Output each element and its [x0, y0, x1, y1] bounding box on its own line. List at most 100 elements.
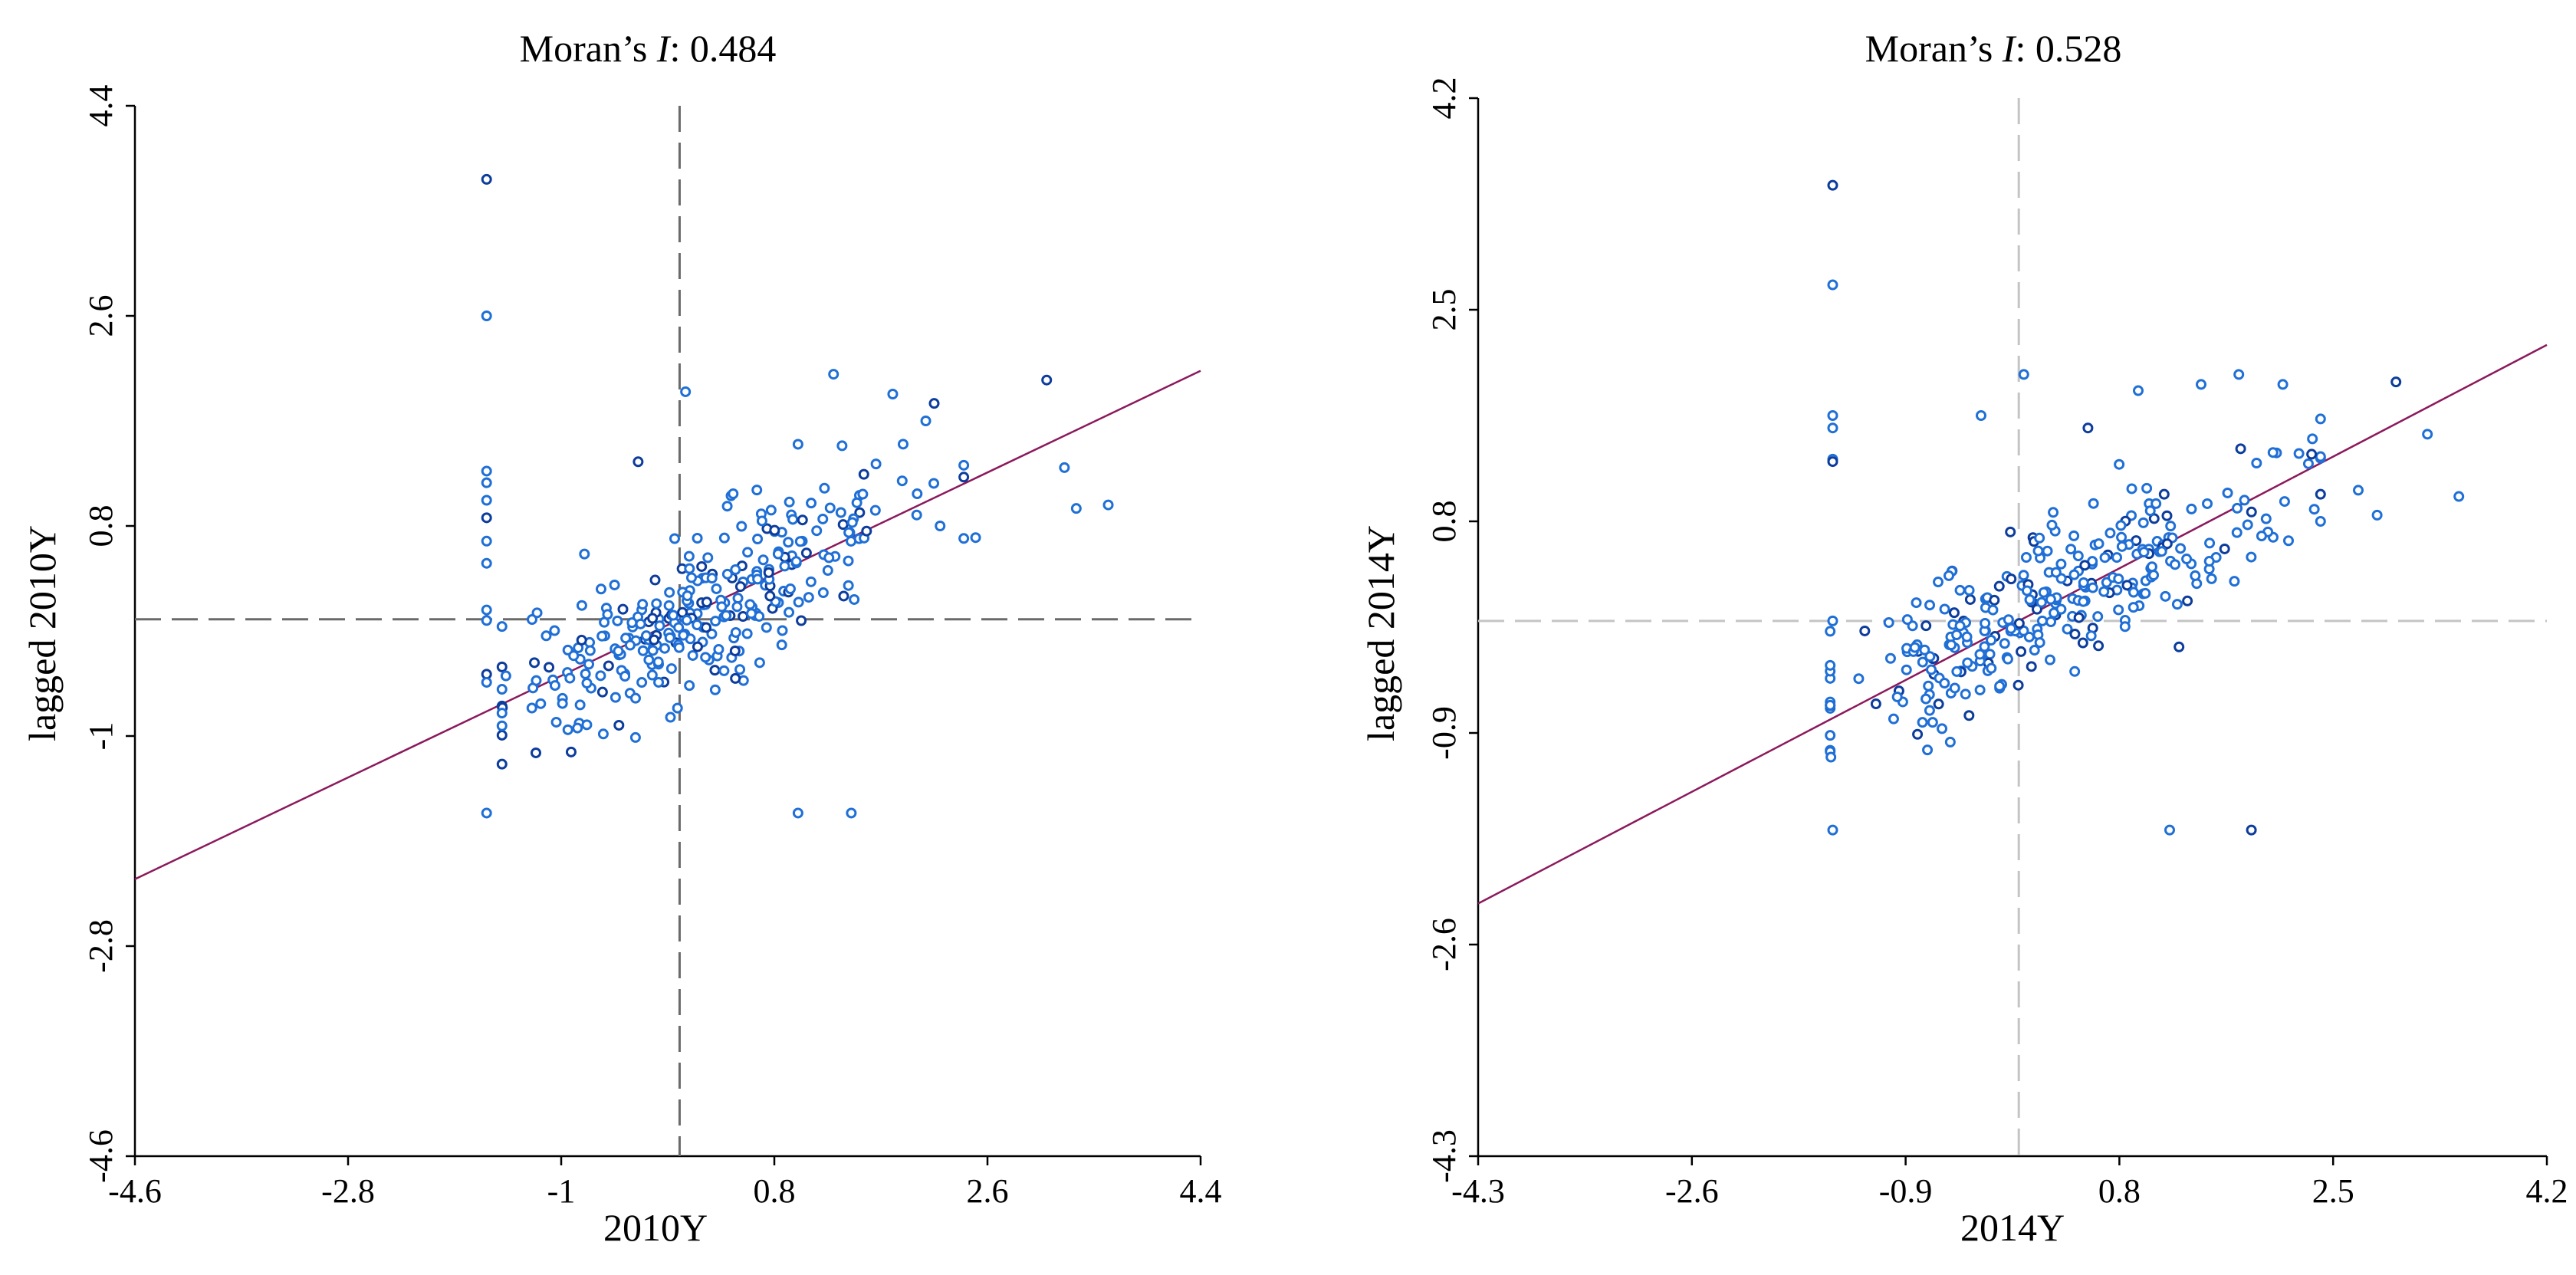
data-point — [1946, 639, 1957, 651]
data-point — [1993, 580, 2005, 592]
data-point — [574, 699, 586, 711]
data-point — [2256, 531, 2267, 542]
data-point — [710, 616, 721, 627]
data-point — [702, 552, 714, 564]
data-point — [680, 386, 692, 397]
data-point — [2036, 596, 2047, 608]
data-point — [2260, 513, 2272, 524]
data-point — [2050, 567, 2062, 578]
y-tick-label: 4.2 — [1425, 77, 1463, 120]
data-point — [2156, 546, 2167, 557]
data-point — [663, 600, 675, 611]
data-point — [1041, 374, 1053, 386]
data-point — [2196, 379, 2206, 390]
data-point — [1939, 603, 1950, 615]
data-point — [1960, 688, 1971, 700]
data-point — [668, 610, 679, 621]
data-point — [682, 590, 693, 602]
data-point — [843, 527, 855, 538]
data-point — [779, 560, 790, 572]
data-point — [2158, 488, 2170, 500]
data-point — [843, 580, 854, 591]
data-point — [481, 615, 492, 626]
data-point — [1922, 744, 1934, 756]
x-axis-label-right: 2014Y — [1960, 1206, 2065, 1249]
y-tick-label: 4.4 — [82, 85, 120, 127]
data-point — [481, 173, 492, 185]
data-point — [2013, 679, 2024, 691]
data-point — [626, 617, 638, 629]
x-axis-label-left: 2010Y — [603, 1206, 708, 1249]
data-point — [2246, 824, 2257, 836]
data-point — [647, 613, 659, 624]
data-point — [1933, 577, 1944, 588]
data-point — [1979, 641, 1990, 652]
data-point — [1901, 664, 1912, 675]
data-point — [2034, 637, 2045, 649]
data-point — [612, 615, 623, 626]
data-point — [701, 622, 712, 633]
data-point — [1943, 570, 1954, 581]
data-point — [1884, 652, 1896, 664]
data-point — [500, 670, 511, 682]
data-point — [481, 604, 492, 616]
data-point — [535, 698, 547, 709]
data-point — [2088, 498, 2099, 509]
data-point — [652, 656, 664, 668]
data-point — [2160, 590, 2171, 602]
data-point — [2119, 621, 2131, 633]
data-point — [721, 501, 733, 512]
data-point — [649, 634, 660, 646]
data-point — [2036, 615, 2048, 626]
data-point — [2024, 594, 2036, 606]
data-point — [2239, 495, 2250, 506]
data-point — [602, 609, 613, 620]
data-point — [763, 567, 774, 578]
data-point — [2174, 641, 2185, 652]
data-point — [2029, 645, 2040, 656]
data-point — [870, 458, 882, 470]
data-point — [2144, 505, 2156, 517]
data-point — [731, 601, 743, 613]
data-point — [811, 525, 823, 537]
data-point — [529, 657, 540, 669]
data-point — [784, 606, 795, 618]
data-point — [828, 369, 840, 380]
data-point — [2133, 385, 2144, 396]
data-point — [2032, 545, 2044, 557]
x-tick-label: -0.9 — [1879, 1172, 1933, 1210]
data-point — [1964, 593, 1976, 605]
data-point — [2182, 595, 2193, 606]
data-point — [2203, 556, 2215, 567]
data-point — [792, 439, 803, 450]
data-point — [1937, 723, 1948, 734]
x-tick-label: 0.8 — [754, 1172, 796, 1210]
data-point — [858, 468, 869, 480]
data-point — [846, 807, 857, 819]
data-point — [2246, 551, 2257, 563]
data-point — [651, 598, 662, 610]
data-point — [1059, 462, 1070, 473]
data-point — [665, 711, 676, 723]
data-point — [2073, 612, 2085, 623]
data-point — [2315, 413, 2326, 425]
data-point — [2137, 517, 2149, 528]
data-point — [928, 398, 940, 409]
data-point — [2026, 661, 2037, 672]
data-point — [738, 610, 749, 622]
data-point — [706, 628, 718, 639]
data-point — [783, 537, 794, 548]
data-point — [911, 509, 922, 521]
data-point — [1949, 682, 1960, 694]
data-point — [970, 532, 981, 544]
chart-title-left: Moran’s I: 0.484 — [520, 27, 777, 70]
data-point — [584, 645, 596, 656]
data-point — [757, 554, 769, 566]
data-point — [659, 642, 670, 654]
y-tick-label: 2.5 — [1425, 289, 1463, 331]
data-point — [2150, 498, 2162, 509]
data-point — [713, 643, 724, 655]
data-point — [609, 579, 620, 590]
data-point — [2267, 447, 2279, 458]
